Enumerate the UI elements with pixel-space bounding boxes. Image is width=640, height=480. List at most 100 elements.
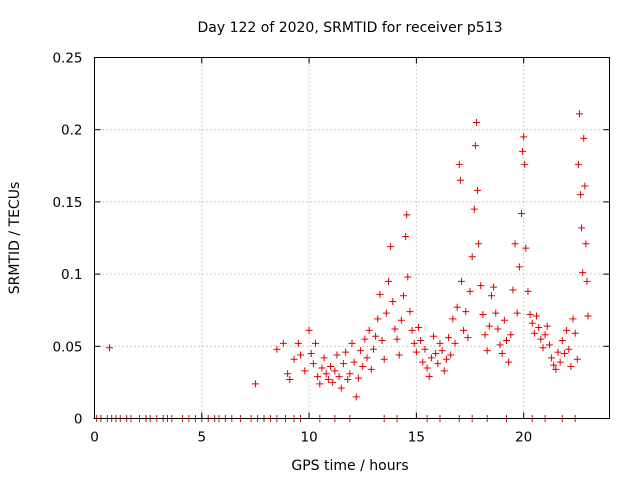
- data-point: [485, 322, 493, 330]
- data-point: [382, 309, 390, 317]
- data-point: [500, 316, 508, 324]
- data-point: [455, 160, 463, 168]
- data-point: [579, 269, 587, 277]
- data-point: [584, 312, 592, 320]
- data-point: [378, 337, 386, 345]
- data-point: [305, 326, 313, 334]
- data-point: [403, 211, 411, 219]
- data-point: [389, 298, 397, 306]
- data-point: [583, 277, 591, 285]
- data-point: [556, 358, 564, 366]
- data-point: [577, 191, 585, 199]
- data-point: [530, 329, 538, 337]
- data-point: [391, 325, 399, 333]
- data-point: [290, 355, 298, 363]
- data-point: [395, 351, 403, 359]
- data-point: [342, 348, 350, 356]
- data-point: [552, 365, 560, 373]
- data-point: [436, 339, 444, 347]
- data-point: [524, 287, 532, 295]
- data-point: [496, 341, 504, 349]
- data-point: [507, 331, 515, 339]
- data-point: [440, 367, 448, 375]
- data-point: [344, 376, 352, 384]
- data-point: [451, 339, 459, 347]
- data-point: [369, 345, 377, 353]
- data-point: [402, 233, 410, 241]
- data-point: [286, 376, 294, 384]
- data-point: [346, 370, 354, 378]
- data-point: [503, 337, 510, 345]
- data-point: [329, 378, 337, 386]
- data-point: [427, 354, 435, 362]
- x-tick-label: 15: [408, 430, 425, 446]
- data-point: [471, 142, 479, 150]
- data-point: [106, 344, 114, 352]
- data-point: [324, 376, 332, 384]
- data-point: [522, 244, 530, 252]
- data-point: [327, 363, 335, 371]
- data-point: [312, 339, 320, 347]
- data-point: [404, 273, 412, 281]
- plot-frame: [94, 57, 610, 419]
- data-point: [425, 373, 433, 381]
- data-point: [415, 324, 423, 332]
- x-tick-label: 0: [90, 430, 99, 446]
- data-point: [470, 205, 478, 213]
- data-point: [582, 240, 590, 248]
- data-point: [284, 370, 292, 378]
- data-point: [408, 326, 416, 334]
- y-axis-label: SRMTID / TECUs: [7, 182, 23, 295]
- y-tick-label: 0.25: [52, 51, 82, 67]
- data-point: [320, 354, 328, 362]
- data-point: [487, 292, 495, 300]
- data-point: [526, 311, 534, 319]
- data-point: [453, 303, 461, 311]
- data-point: [558, 337, 566, 345]
- data-point: [387, 243, 395, 251]
- data-point: [477, 282, 485, 290]
- data-point: [474, 186, 482, 194]
- data-point: [472, 118, 480, 126]
- data-point: [498, 350, 506, 358]
- data-point: [397, 316, 405, 324]
- data-point: [434, 360, 442, 368]
- data-point: [400, 292, 407, 300]
- data-point: [331, 367, 339, 375]
- data-point: [574, 160, 582, 168]
- data-point: [513, 309, 521, 317]
- data-point: [423, 364, 431, 372]
- data-point: [569, 315, 577, 323]
- data-point: [520, 133, 528, 141]
- data-point: [314, 373, 322, 381]
- data-point: [462, 308, 470, 316]
- data-point: [309, 360, 317, 368]
- grid-lines: [94, 57, 610, 419]
- data-point: [251, 380, 259, 388]
- data-point: [550, 361, 558, 369]
- data-point: [374, 315, 382, 323]
- data-point: [421, 345, 429, 353]
- data-point: [567, 363, 575, 371]
- data-point: [318, 364, 326, 372]
- data-point: [376, 290, 384, 298]
- data-point: [301, 367, 309, 375]
- data-point: [460, 326, 468, 334]
- data-point: [335, 373, 343, 381]
- data-point: [578, 224, 586, 232]
- data-point: [294, 339, 302, 347]
- x-tick-labels: 0 5 10 15 20: [90, 430, 532, 446]
- x-tick-label: 10: [300, 430, 317, 446]
- data-point: [447, 351, 455, 359]
- data-point: [365, 326, 373, 334]
- data-point: [393, 335, 401, 343]
- data-point: [509, 286, 517, 294]
- x-tick-label: 5: [197, 430, 206, 446]
- data-point: [354, 374, 362, 382]
- data-point: [541, 331, 549, 339]
- data-point: [449, 315, 457, 323]
- data-point: [361, 335, 369, 343]
- x-tick-label: 20: [515, 430, 532, 446]
- data-point: [468, 253, 476, 261]
